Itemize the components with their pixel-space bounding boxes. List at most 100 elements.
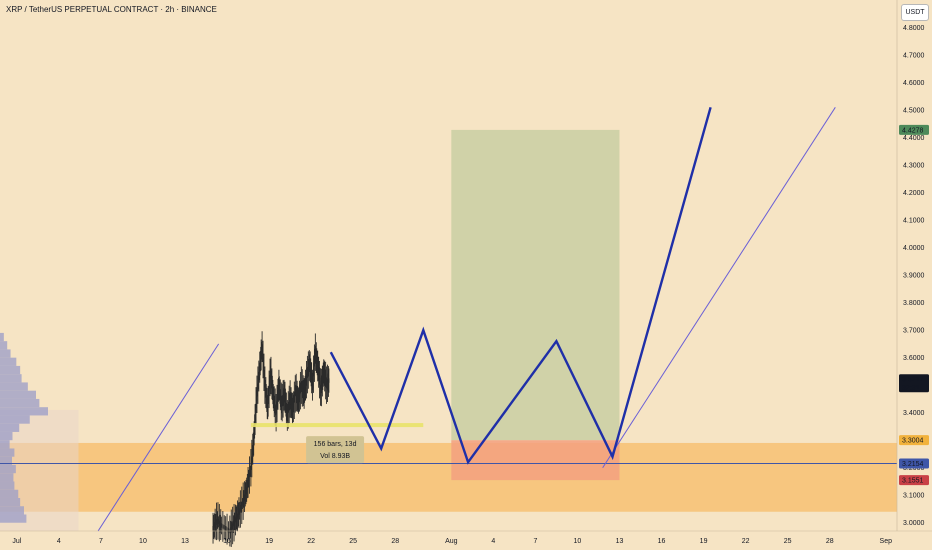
- price-tick-label: 3.7000: [903, 328, 925, 335]
- candle-body: [286, 413, 288, 418]
- candle-body: [314, 349, 316, 355]
- candle-body: [251, 456, 253, 461]
- candle-body: [285, 405, 287, 411]
- candle-body: [315, 352, 317, 358]
- candle-body: [246, 483, 248, 489]
- price-tick-label: 3.1000: [903, 493, 925, 500]
- candle-body: [235, 516, 237, 521]
- candle-body: [218, 519, 220, 525]
- price-tick-label: 3.6000: [903, 355, 925, 362]
- candle-body: [299, 391, 301, 396]
- volume-profile-bar: [0, 440, 10, 449]
- candle-body: [237, 512, 239, 517]
- candle-body: [315, 355, 317, 360]
- candle-body: [243, 496, 245, 502]
- candle-body: [271, 381, 273, 387]
- candle-body: [232, 521, 234, 527]
- candle-body: [219, 521, 221, 526]
- candle-body: [250, 465, 252, 470]
- time-tick-label: 16: [658, 538, 666, 545]
- candle-body: [247, 480, 249, 485]
- candle-body: [230, 526, 232, 531]
- candle-body: [305, 377, 308, 382]
- candle-body: [323, 369, 325, 374]
- candle-body: [322, 375, 324, 381]
- price-axis-background: [897, 0, 932, 550]
- volume-profile-bar: [0, 464, 16, 474]
- candle-body: [264, 382, 266, 388]
- candle-body: [288, 402, 290, 407]
- volume-profile-bar: [0, 415, 30, 424]
- volume-profile-bar: [0, 332, 4, 342]
- candle-body: [249, 469, 251, 474]
- candle-body: [226, 526, 228, 532]
- candle-body: [286, 409, 288, 414]
- candle-body: [280, 399, 282, 404]
- candle-body: [252, 447, 254, 452]
- candle-body: [248, 476, 250, 481]
- volume-profile-bar: [0, 456, 12, 465]
- candle-body: [299, 388, 302, 393]
- candle-body: [325, 378, 327, 383]
- price-label-box: [899, 124, 929, 135]
- candle-body: [241, 503, 243, 508]
- candle-body: [318, 377, 321, 382]
- candle-body: [321, 382, 323, 387]
- candle-body: [264, 386, 266, 392]
- candle-body: [252, 442, 254, 447]
- volume-profile-bar: [0, 349, 11, 358]
- candle-body: [297, 399, 300, 404]
- candle-body: [245, 489, 247, 495]
- volume-profile-bar: [0, 390, 36, 399]
- time-tick-label: 28: [391, 538, 399, 545]
- candle-body: [241, 501, 244, 506]
- candle-body: [213, 523, 216, 528]
- currency-selector[interactable]: USDT: [901, 4, 929, 21]
- candle-body: [311, 379, 313, 384]
- candle-body: [287, 407, 289, 413]
- candle-body: [316, 360, 318, 366]
- volume-profile-bar: [0, 448, 15, 457]
- candle-body: [220, 522, 222, 527]
- volume-profile-bar: [0, 497, 21, 507]
- price-tick-label: 4.8000: [903, 25, 925, 32]
- measure-bar: [250, 423, 424, 428]
- candle-body: [263, 376, 266, 381]
- loss-zone: [451, 440, 620, 481]
- time-tick-label: 4: [491, 538, 495, 545]
- time-tick-label: 10: [574, 538, 582, 545]
- candle-body: [319, 384, 322, 390]
- candle-body: [260, 356, 262, 362]
- candle-body: [293, 401, 295, 406]
- candle-body: [306, 374, 308, 380]
- candle-body: [304, 385, 306, 391]
- candle-body: [277, 392, 279, 397]
- price-tick-label: 4.3000: [903, 163, 925, 170]
- candle-body: [316, 358, 318, 363]
- trendline: [97, 343, 220, 532]
- time-tick-label: Aug: [445, 538, 458, 545]
- candle-body: [216, 517, 218, 523]
- candle-body: [256, 387, 259, 392]
- candle-body: [222, 524, 224, 529]
- candle-body: [268, 381, 271, 386]
- candle-body: [220, 523, 223, 528]
- volume-profile-bar: [0, 382, 28, 391]
- candle-body: [255, 403, 257, 409]
- candle-body: [269, 375, 271, 380]
- candle-body: [323, 371, 325, 376]
- candle-body: [270, 377, 273, 382]
- time-tick-label: 16: [223, 538, 231, 545]
- candle-body: [275, 407, 277, 413]
- price-tick-label: 4.6000: [903, 80, 925, 87]
- time-tick-label: 4: [57, 538, 61, 545]
- candle-body: [273, 399, 275, 404]
- candle-body: [308, 363, 310, 368]
- candle-body: [300, 385, 302, 391]
- candle-body: [242, 498, 244, 504]
- candle-body: [324, 373, 326, 379]
- candle-body: [254, 410, 257, 415]
- candle-body: [272, 393, 274, 399]
- price-tick-label: 3.4000: [903, 410, 925, 417]
